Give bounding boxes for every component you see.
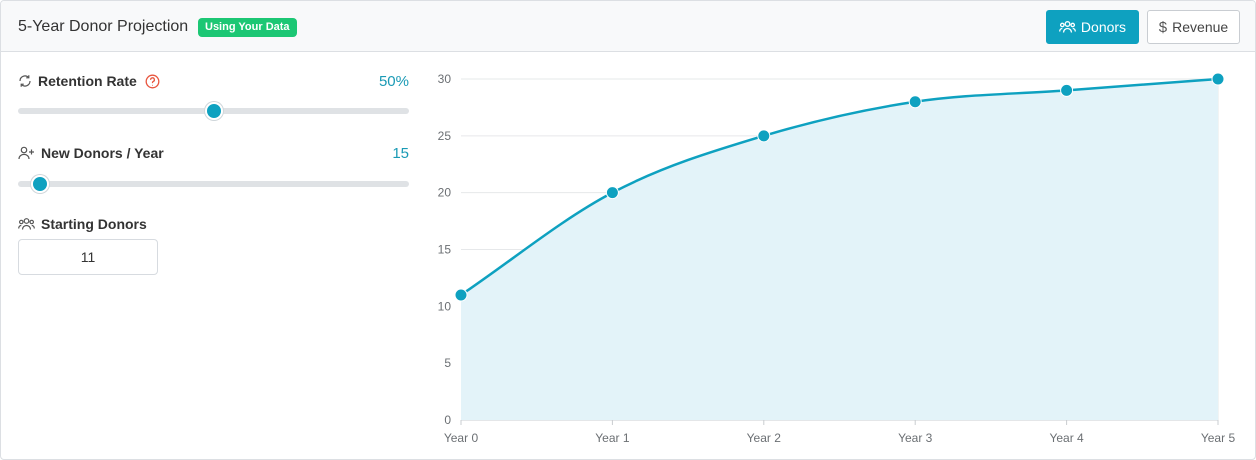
data-point[interactable] [757,129,771,143]
revenue-button-label: Revenue [1172,19,1229,35]
retention-rate-label: Retention Rate [18,73,160,89]
data-point[interactable] [1060,83,1074,97]
starting-donors-label: Starting Donors [18,216,147,232]
users-icon [1058,21,1076,33]
chart-points [454,72,1225,302]
new-donors-slider-handle[interactable] [30,175,49,193]
refresh-icon [19,75,31,87]
user-plus-icon [18,146,34,160]
new-donors-text: New Donors / Year [41,145,164,161]
retention-rate-slider[interactable] [18,102,409,120]
help-circle-icon[interactable] [145,74,160,89]
y-tick-label: 30 [438,72,452,86]
new-donors-slider[interactable] [18,175,409,193]
donors-button[interactable]: Donors [1046,10,1139,44]
series-line [460,77,1219,297]
y-tick-label: 5 [444,356,451,370]
x-axis-ticks: Year 0 Year 1 Year 2 Year 3 Year 4 Year 5 [444,431,1236,445]
starting-donors-text: Starting Donors [41,216,147,232]
page-title: 5-Year Donor Projection [18,18,189,35]
series-area [461,79,1218,420]
new-donors-label: New Donors / Year [18,145,164,161]
y-tick-label: 25 [438,129,452,143]
y-tick-label: 10 [438,299,452,313]
retention-rate-value: 50% [378,73,409,90]
chart-area-layer [461,79,1218,420]
retention-rate-slider-handle[interactable] [204,102,223,120]
data-point[interactable] [908,95,922,109]
x-tick-label: Year 0 [444,431,479,445]
x-tick-label: Year 5 [1201,431,1236,445]
dollar-icon: $ [1158,18,1168,36]
card-header: 5-Year Donor Projection Using Your Data … [1,1,1255,52]
x-tick-label: Year 4 [1049,431,1084,445]
data-point[interactable] [605,186,619,200]
data-point[interactable] [454,288,468,302]
using-data-badge: Using Your Data [198,18,297,37]
x-tick-label: Year 3 [898,431,933,445]
revenue-button[interactable]: $ Revenue [1147,10,1240,44]
new-donors-value: 15 [392,145,409,162]
data-point[interactable] [1211,72,1225,86]
y-tick-label: 15 [438,243,452,257]
chart-line-layer [460,77,1219,297]
users-icon [18,218,35,230]
y-axis-ticks: 0 5 10 15 20 25 30 [438,72,452,427]
donors-button-label: Donors [1080,19,1127,35]
retention-rate-text: Retention Rate [38,73,137,89]
y-tick-label: 20 [438,186,452,200]
y-tick-label: 0 [444,413,451,427]
starting-donors-input[interactable] [18,239,158,275]
x-tick-label: Year 2 [747,431,782,445]
x-tick-label: Year 1 [595,431,630,445]
